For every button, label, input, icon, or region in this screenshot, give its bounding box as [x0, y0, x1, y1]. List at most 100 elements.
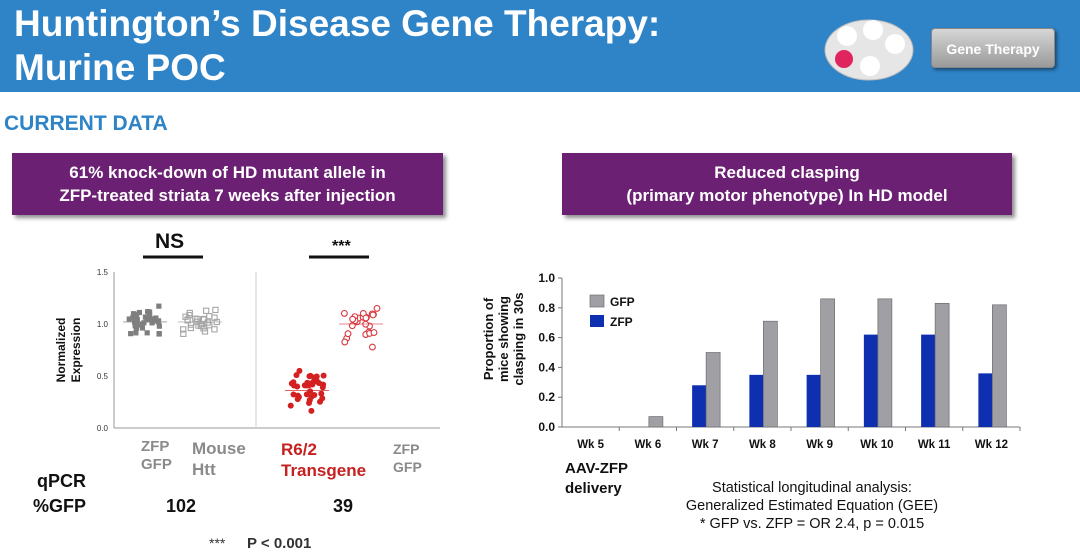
scatter-y-tick-label: 1.5 [97, 268, 109, 277]
data-point [146, 309, 153, 315]
data-point [144, 317, 150, 323]
bar-y-tick-label: 1.0 [538, 271, 555, 285]
scatter-series-mouse-htt-zfp [123, 303, 167, 337]
scatter-chart: 1.5 1.0 0.5 0.0 NormalizedExpression [54, 255, 440, 433]
scatter-y-axis-label-line: Expression [69, 318, 83, 383]
page-title-line-2: Murine POC [14, 47, 226, 88]
left-panel-line-2: ZFP-treated striata 7 weeks after inject… [59, 186, 396, 205]
stats-note: Statistical longitudinal analysis: Gener… [662, 479, 962, 533]
data-point [344, 330, 352, 338]
data-point [182, 313, 189, 320]
group2-target-line-1: R6/2 [281, 440, 317, 459]
data-point [156, 330, 162, 337]
bar-gfp-wk9 [820, 298, 835, 428]
bar-x-tick-label: Wk 6 [634, 439, 661, 451]
scatter-y-tick-label: 1.0 [97, 320, 109, 329]
bar-y-tick-label: 0.4 [538, 360, 555, 374]
legend-swatch-gfp [589, 294, 605, 308]
delivery-line-2: delivery [565, 480, 622, 497]
delivery-line-1: AAV-ZFP [565, 460, 629, 477]
logo-dot-icon [835, 50, 853, 68]
left-panel-line-1: 61% knock-down of HD mutant allele in [69, 163, 386, 182]
group1-treatment-label: ZFP GFP [141, 438, 172, 474]
group1-target-label: Mouse Htt [192, 438, 246, 480]
bar-gfp-wk8 [763, 320, 778, 428]
qpcr-label: qPCR [37, 471, 86, 491]
group2-treatment-line-1: ZFP [393, 441, 420, 457]
data-point [373, 304, 381, 312]
bar-zfp-wk9 [806, 374, 821, 427]
data-point [294, 396, 301, 403]
data-point [307, 388, 314, 395]
data-point [138, 322, 144, 328]
data-point [201, 328, 209, 335]
data-point [206, 313, 213, 320]
bar-y-tick-label: 0.6 [538, 331, 555, 345]
data-point [211, 314, 218, 321]
bar-zfp-wk8 [749, 374, 764, 427]
right-panel-line-1: Reduced clasping [714, 163, 860, 182]
data-point [133, 325, 140, 331]
data-point [313, 378, 320, 385]
right-panel-heading: Reduced clasping (primary motor phenotyp… [562, 153, 1012, 215]
data-point [306, 400, 313, 407]
data-point [211, 326, 218, 333]
bar-zfp-wk7 [692, 385, 707, 427]
data-point [128, 331, 134, 337]
page-title-line-1: Huntington’s Disease Gene Therapy: [14, 3, 661, 44]
data-point [187, 324, 194, 332]
data-point [148, 316, 154, 322]
data-point [212, 306, 219, 314]
legend-label-zfp: ZFP [610, 315, 633, 329]
data-point [153, 315, 159, 321]
bar-x-tick-label: Wk 8 [749, 439, 776, 451]
bar-legend: GFP ZFP [589, 294, 635, 329]
footnote-p-value: P < 0.001 [247, 535, 312, 552]
scatter-y-tick-label: 0.0 [97, 424, 109, 433]
stats-line-2: Generalized Estimated Equation (GEE) [685, 498, 939, 514]
data-point [139, 325, 146, 331]
stats-line-3: * GFP vs. ZFP = OR 2.4, p = 0.015 [699, 516, 925, 532]
bar-zfp-wk10 [863, 334, 878, 427]
group1-treatment-line-1: ZFP [141, 438, 170, 455]
bar-gfp-wk10 [877, 298, 893, 428]
data-point [319, 395, 326, 402]
bar-y-tick-label: 0.2 [538, 390, 555, 404]
group1-target-line-2: Htt [192, 460, 216, 479]
scatter-series-r6-2-transgene-zfp [285, 367, 329, 414]
bar-y-axis-label-line: mice showing [496, 296, 511, 382]
data-point [133, 330, 139, 336]
pct-gfp-label: %GFP [33, 496, 87, 516]
bar-x-tick-label: Wk 7 [692, 439, 719, 451]
data-point [318, 390, 325, 397]
bar-x-tick-label: Wk 9 [806, 439, 833, 451]
data-point [126, 316, 132, 322]
data-point [308, 393, 315, 400]
group2-treatment-label: ZFP GFP [393, 440, 422, 476]
bar-gfp-wk6 [648, 416, 664, 428]
data-point [206, 322, 213, 329]
data-point [156, 303, 162, 309]
scatter-y-tick-label: 0.5 [97, 372, 109, 381]
data-point [203, 307, 210, 314]
scatter-y-axis-label-line: Normalized [54, 318, 68, 383]
scatter-series-r6-2-transgene-gfp [339, 304, 383, 351]
data-point [136, 309, 143, 316]
data-point [130, 314, 136, 320]
data-point [340, 309, 348, 317]
data-point [362, 314, 370, 322]
delivery-label: AAV-ZFP delivery [565, 459, 628, 499]
bar-gfp-wk7 [705, 352, 721, 428]
data-point [341, 338, 349, 346]
data-point [370, 329, 378, 336]
bar-y-tick-label: 0.0 [538, 420, 555, 434]
bar-y-tick-label: 0.8 [538, 301, 555, 315]
page-title: Huntington’s Disease Gene Therapy: Murin… [14, 2, 660, 90]
group2-target-line-2: Transgene [281, 461, 367, 480]
data-point [369, 311, 377, 319]
footnote-stars: *** [209, 535, 226, 551]
group2-treatment-line-2: GFP [393, 459, 422, 475]
bar-y-axis-label-line: Proportion of [481, 297, 496, 380]
bar-x-tick-label: Wk 5 [577, 439, 604, 451]
data-point [304, 379, 311, 386]
